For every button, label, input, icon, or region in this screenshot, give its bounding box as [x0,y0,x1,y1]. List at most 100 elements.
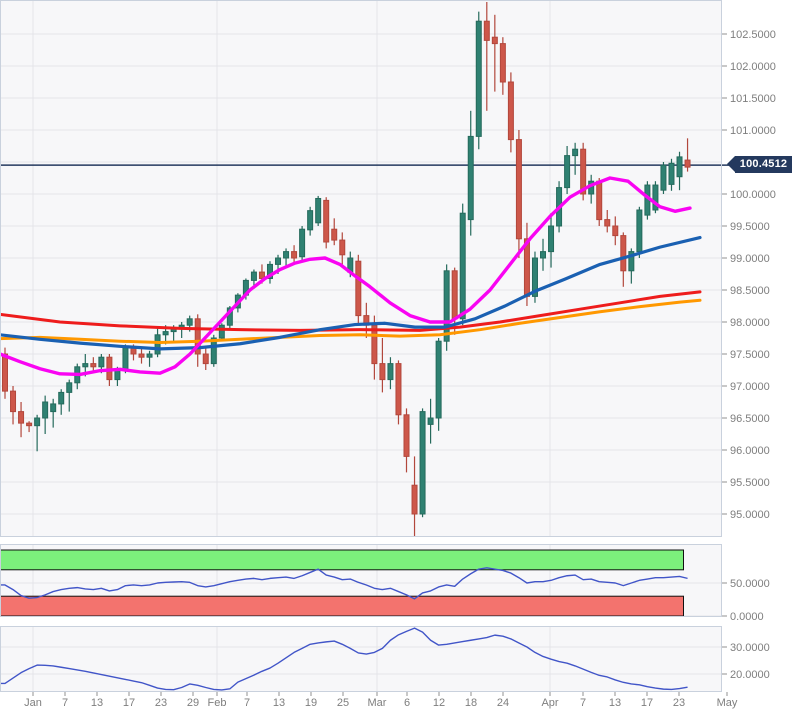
candle [26,422,33,427]
candle [18,411,25,424]
svg-text:Feb: Feb [208,697,227,709]
candle [395,363,402,416]
svg-text:98.0000: 98.0000 [730,317,770,329]
candle [604,219,611,227]
candle [403,414,410,457]
candle [612,225,619,237]
candle [82,363,89,368]
candle [652,184,659,211]
svg-text:20.0000: 20.0000 [730,669,770,681]
candle [50,403,57,413]
moving-averages [0,176,702,377]
svg-text:Apr: Apr [541,697,558,709]
svg-text:23: 23 [673,697,685,709]
candle [291,251,298,259]
candle [411,484,418,515]
svg-text:17: 17 [123,697,135,709]
candle [596,180,603,221]
svg-text:13: 13 [609,697,621,709]
candle [443,270,450,342]
svg-text:95.5000: 95.5000 [730,477,770,489]
candle [507,81,514,141]
candle [620,235,627,272]
candle [467,135,474,221]
candle [339,239,346,256]
candle [162,331,169,336]
current-price-tag: 100.4512 [727,156,792,173]
candle [266,263,273,279]
svg-text:102.0000: 102.0000 [730,61,776,73]
svg-text:30.0000: 30.0000 [730,642,770,654]
candle [355,260,362,317]
svg-text:May: May [717,697,738,709]
candle [202,353,209,365]
svg-text:101.5000: 101.5000 [730,93,776,105]
svg-text:96.5000: 96.5000 [730,413,770,425]
svg-text:7: 7 [580,697,586,709]
candle [531,257,538,297]
candle [315,197,322,224]
time-axis[interactable]: Jan 7 13 17 23 29 Feb 7 13 19 25 Mar 6 12 18 24 Apr 7 13 17… [24,692,738,709]
panel-borders [0,0,722,692]
candle [146,353,153,358]
candle [427,417,434,425]
svg-text:7: 7 [244,697,250,709]
svg-text:97.0000: 97.0000 [730,381,770,393]
svg-text:100.0000: 100.0000 [730,189,776,201]
candle [323,199,330,243]
candle [122,347,129,371]
candle [154,334,161,355]
candle [435,340,442,419]
candles-layer[interactable] [2,2,691,537]
svg-text:Mar: Mar [368,697,387,709]
candle [628,251,635,272]
candle [218,324,225,339]
price-axis[interactable]: 102.5000 102.0000 101.5000 101.0000 100.0000… [722,29,776,681]
candle [491,36,498,45]
svg-text:7: 7 [62,697,68,709]
svg-text:18: 18 [465,697,477,709]
svg-text:6: 6 [404,697,410,709]
candle [515,139,522,240]
svg-text:96.0000: 96.0000 [730,445,770,457]
candle [387,363,394,381]
candle [540,251,547,259]
candle [250,271,257,281]
candle [668,162,675,185]
candle [10,390,17,413]
candle [636,209,643,253]
candle [331,228,338,241]
candle [459,212,466,320]
candle [572,148,579,157]
candle [34,417,41,427]
svg-text:98.5000: 98.5000 [730,285,770,297]
candle [684,159,691,168]
candle [475,20,482,137]
candle [90,363,97,368]
svg-text:25: 25 [337,697,349,709]
svg-text:50.0000: 50.0000 [730,578,770,590]
candle [275,257,282,265]
svg-text:19: 19 [305,697,317,709]
candle [307,210,314,231]
candle [676,156,683,178]
candle [114,369,121,381]
candle [548,225,555,253]
candle [186,318,193,326]
svg-text:29: 29 [187,697,199,709]
svg-text:99.0000: 99.0000 [730,253,770,265]
candle [419,411,426,515]
svg-text:24: 24 [497,697,509,709]
candle [564,155,571,189]
svg-text:97.5000: 97.5000 [730,349,770,361]
svg-text:99.5000: 99.5000 [730,221,770,233]
svg-text:102.5000: 102.5000 [730,29,776,41]
candle [379,363,386,381]
candle [299,228,306,258]
candle [210,337,217,365]
candle [42,401,49,419]
svg-text:17: 17 [641,697,653,709]
candle [58,391,65,405]
